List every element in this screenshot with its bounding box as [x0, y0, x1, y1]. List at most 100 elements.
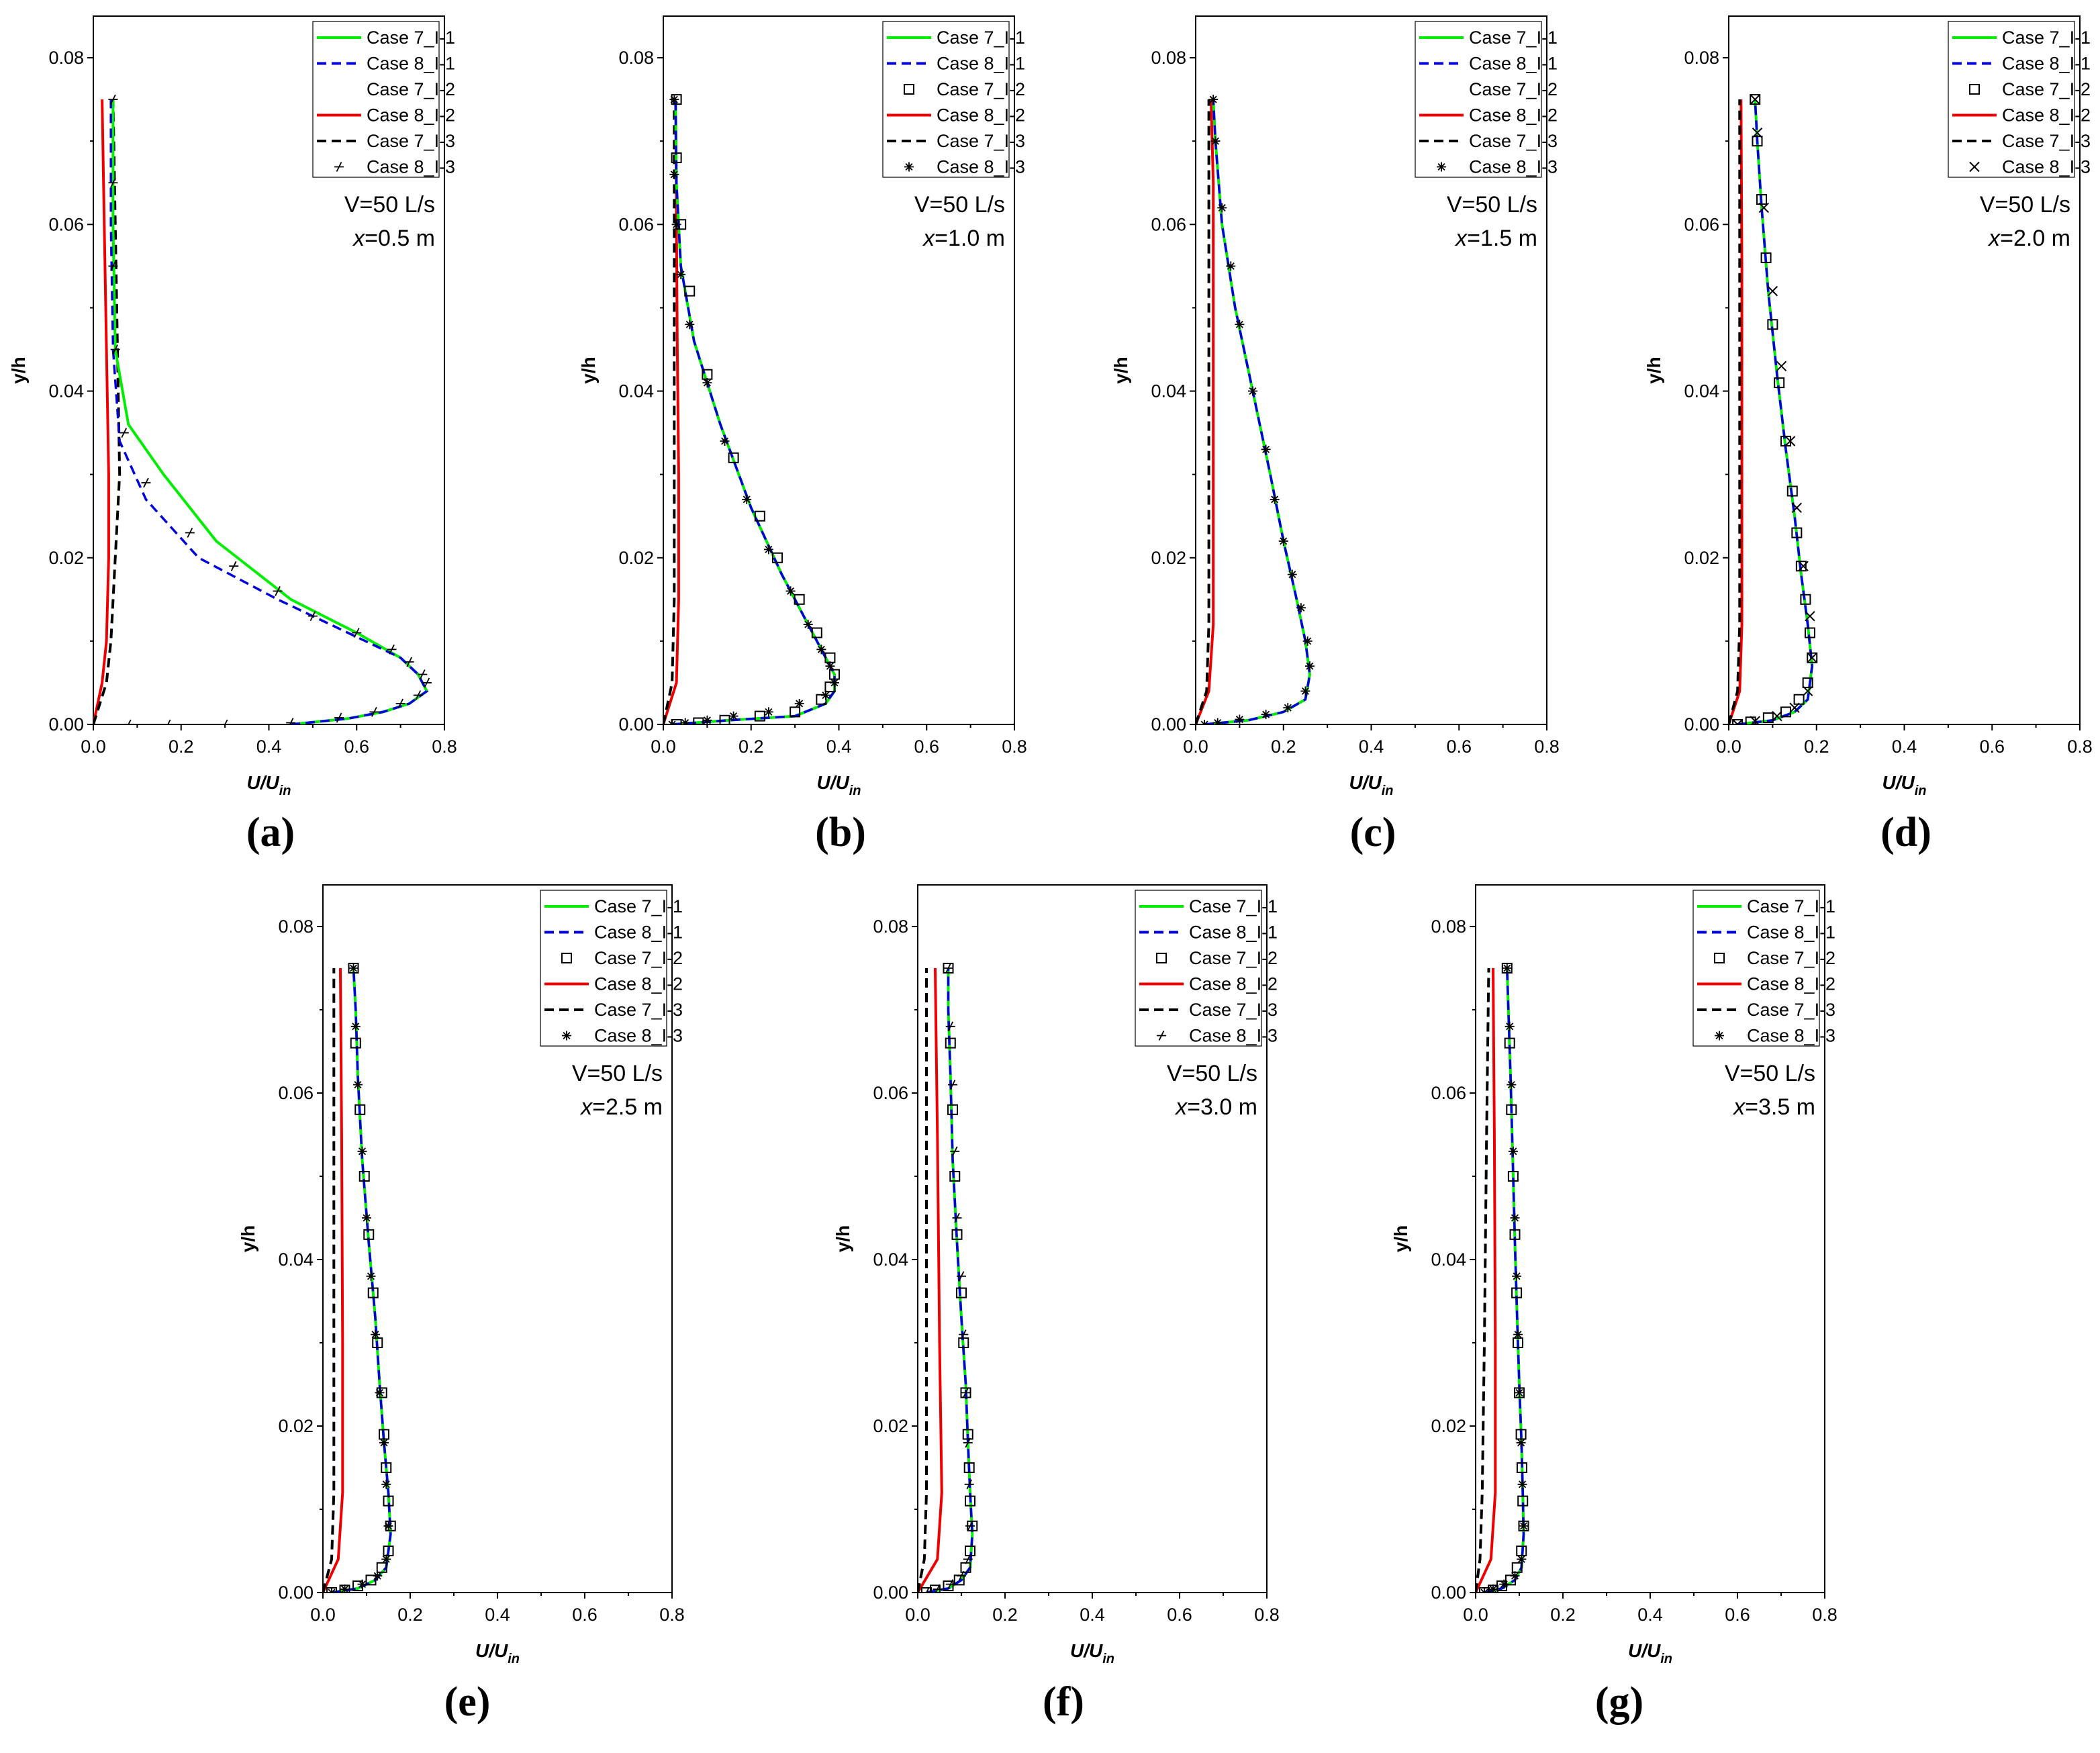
legend: Case 7_I-1 Case 8_I-1 Case 7_I-2 Case 8_I-2…	[540, 890, 683, 1047]
y-tick-label: 0.00	[1684, 714, 1719, 735]
series-case8-I3-point	[763, 544, 773, 555]
plot-area	[1476, 963, 1529, 1593]
series-case8-I3-point	[229, 561, 239, 571]
chart-panel-d: 0.0 0.2 0.4 0.6 0.8 0.00 0.02 0.04 0.06 0.08 U/Uin…	[1643, 15, 2093, 855]
legend-label: Case 8_I-3	[1189, 1026, 1278, 1046]
series-case7-I2-point	[1800, 594, 1811, 605]
series-case7-I2-point	[1802, 677, 1813, 688]
series-case8-I3-point	[965, 1521, 975, 1531]
series-case8-I3-point	[1510, 1213, 1520, 1223]
x-tick-label: 0.4	[1359, 737, 1384, 757]
legend: Case 7_I-1 Case 8_I-1 Case 7_I-2 Case 8_I-2…	[1135, 890, 1278, 1047]
series-case8-I3-point	[1261, 710, 1271, 720]
series-case8-I3-point	[1278, 536, 1288, 546]
legend-label: Case 8_I-2	[367, 105, 455, 126]
series-case8-I3-point	[669, 169, 679, 179]
series-case7-I3-line	[1196, 99, 1210, 724]
legend-swatch	[561, 953, 572, 963]
plot-area	[323, 963, 396, 1593]
series-case7-I2-point	[754, 710, 765, 722]
legend-label: Case 7_I-2	[1469, 79, 1558, 99]
y-tick-label: 0.00	[278, 1582, 314, 1603]
series-case7-I1-line	[1737, 99, 1814, 724]
series-case8-I3-point	[381, 1479, 391, 1489]
panel-label: (a)	[246, 810, 295, 855]
series-case8-I1-line	[1484, 967, 1525, 1593]
series-case8-I3-point	[1488, 1584, 1498, 1593]
series-case7-I2-point	[1762, 712, 1774, 724]
panel-label: (f)	[1043, 1679, 1084, 1725]
series-case7-I2-point	[921, 1587, 932, 1593]
x-tick-label: 0.4	[1637, 1605, 1663, 1625]
series-case8-I3-point	[702, 378, 712, 388]
series-case7-I2-point	[1752, 136, 1763, 147]
panel-label: (b)	[815, 810, 866, 855]
series-case8-I3-point	[1247, 386, 1257, 396]
series-case8-I3-point	[1767, 285, 1778, 297]
legend-label: Case 7_I-2	[1747, 948, 1835, 968]
series-case7-I2-point	[1804, 627, 1815, 638]
x-tick-label: 0.8	[659, 1605, 685, 1625]
series-case8-I3-point	[353, 1080, 363, 1090]
x-tick-label: 0.2	[738, 737, 764, 757]
y-tick-label: 0.02	[278, 1416, 314, 1436]
series-case7-I3-line	[663, 99, 676, 724]
series-case7-I2-point	[794, 594, 805, 605]
series-case8-I3-point	[1776, 361, 1787, 372]
legend-label: Case 8_I-3	[937, 157, 1025, 177]
series-case8-I1-line	[926, 968, 974, 1593]
series-case8-I3-point	[1510, 1571, 1520, 1581]
series-case8-I3-point	[933, 1584, 943, 1593]
series-case8-I3-point	[1513, 1329, 1523, 1339]
series-case8-I3-point	[1283, 703, 1293, 713]
x-tick-label: 0.2	[169, 737, 194, 757]
x-tick-label: 0.0	[81, 737, 106, 757]
x-axis-title: U/Uin	[475, 1640, 520, 1666]
series-case8-I3-point	[816, 645, 826, 655]
y-tick-label: 0.02	[873, 1416, 908, 1436]
x-tick-label: 0.0	[1463, 1605, 1488, 1625]
series-case7-I2-point	[1786, 485, 1798, 497]
series-case8-I1-line	[109, 99, 429, 724]
series-case8-I3-point	[1235, 714, 1245, 724]
series-case8-I3-point	[108, 94, 118, 105]
series-case8-I3-point	[185, 528, 195, 538]
legend-label: Case 7_I-2	[367, 79, 455, 99]
legend-label: Case 8_I-2	[937, 105, 1025, 126]
series-case7-I2-point	[381, 1462, 392, 1473]
legend-label: Case 7_I-2	[1189, 948, 1278, 968]
y-tick-label: 0.08	[873, 916, 908, 937]
legend-label: Case 7_I-3	[594, 1000, 683, 1020]
legend-swatch	[904, 84, 914, 95]
series-case8-I3-point	[702, 715, 712, 724]
series-case8-I3-point	[1502, 963, 1512, 973]
series-case8-I3-point	[273, 586, 283, 596]
series-case7-I2-point	[958, 1337, 969, 1348]
series-case7-I2-point	[790, 706, 801, 718]
x-tick-label: 0.4	[256, 737, 282, 757]
legend-label: Case 8_I-3	[594, 1026, 683, 1046]
series-case7-I2-point	[1509, 1229, 1521, 1240]
y-tick-label: 0.00	[48, 714, 84, 735]
annotation-flow-rate: V=50 L/s	[572, 1061, 663, 1086]
x-axis-title: U/Uin	[1349, 772, 1393, 798]
plot-area	[93, 94, 432, 724]
legend-swatch	[1715, 1031, 1724, 1041]
series-case8-I3-point	[375, 1388, 385, 1398]
chart-panel-e: 0.0 0.2 0.4 0.6 0.8 0.00 0.02 0.04 0.06 0.08 U/Uin…	[238, 884, 685, 1725]
plot-area	[1729, 94, 1818, 724]
legend-label: Case 7_I-1	[1747, 896, 1835, 916]
series-case8-I3-point	[1300, 686, 1310, 696]
series-case8-I2-line	[1729, 99, 1744, 724]
legend-label: Case 7_I-1	[594, 896, 683, 916]
y-tick-label: 0.04	[1684, 381, 1719, 401]
series-case8-I3-point	[728, 711, 738, 721]
y-tick-label: 0.08	[618, 48, 654, 68]
x-tick-label: 0.4	[485, 1605, 510, 1625]
series-case8-I3-point	[669, 95, 679, 105]
series-case8-I3-point	[1784, 436, 1796, 446]
series-case8-I3-point	[371, 1329, 380, 1339]
y-tick-label: 0.08	[1684, 48, 1719, 68]
legend-label: Case 7_I-2	[2002, 79, 2091, 99]
series-case8-I3-point	[1499, 1579, 1509, 1589]
